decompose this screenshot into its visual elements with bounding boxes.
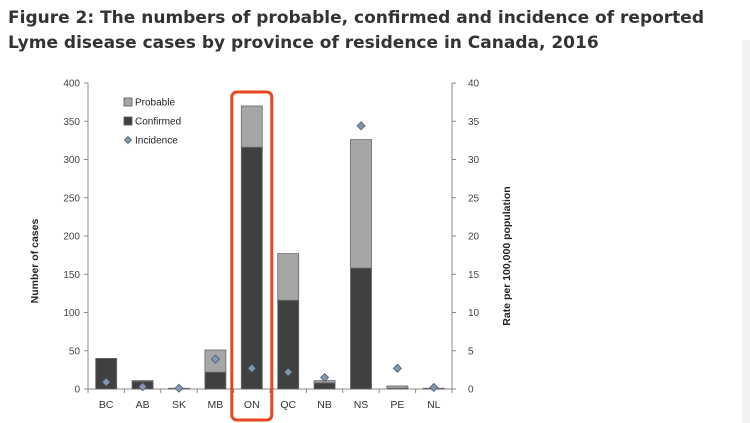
left-tick-label: 100 bbox=[63, 308, 80, 319]
category-label: QC bbox=[280, 399, 296, 411]
incidence-point-sk bbox=[174, 383, 184, 393]
bar-confirmed-mb bbox=[204, 371, 227, 390]
bar-confirmed-ns bbox=[350, 267, 372, 390]
legend-swatch-probable bbox=[123, 97, 133, 107]
incidence-point-mb bbox=[210, 354, 220, 364]
incidence-point-nb bbox=[320, 372, 330, 383]
bar-confirmed-bc bbox=[95, 357, 118, 390]
incidence-point-ab bbox=[138, 382, 148, 392]
category-label: ON bbox=[244, 399, 260, 411]
right-tick-label: 20 bbox=[468, 232, 480, 243]
incidence-point-ns bbox=[356, 121, 366, 131]
left-tick-label: 400 bbox=[63, 79, 80, 90]
highlight-rect bbox=[230, 90, 274, 422]
left-tick-label: 150 bbox=[63, 270, 80, 281]
right-tick-label: 15 bbox=[468, 270, 480, 281]
right-tick-label: 30 bbox=[468, 155, 480, 166]
page-scrollbar[interactable] bbox=[742, 40, 750, 423]
bar-probable-qc bbox=[277, 253, 300, 301]
highlight-box bbox=[230, 90, 274, 422]
chart-legend: Probable Confirmed Incidence bbox=[123, 97, 181, 147]
category-label: BC bbox=[99, 399, 114, 411]
incidence-point-bc bbox=[101, 377, 111, 387]
figure-title: Figure 2: The numbers of probable, confi… bbox=[8, 8, 705, 53]
y-axis-title: Number of cases bbox=[29, 219, 41, 304]
right-tick-label: 5 bbox=[468, 346, 474, 357]
bar-confirmed-on bbox=[240, 146, 263, 390]
category-label: PE bbox=[390, 399, 404, 411]
category-label: NB bbox=[317, 399, 332, 411]
incidence-point-on bbox=[247, 363, 257, 373]
y2-axis-title: Rate per 100,000 population bbox=[501, 186, 513, 325]
bar-probable-ab bbox=[131, 380, 154, 382]
category-label: MB bbox=[208, 399, 224, 411]
left-tick-label: 350 bbox=[63, 117, 80, 128]
left-tick-label: 200 bbox=[63, 232, 80, 243]
right-tick-label: 25 bbox=[468, 193, 480, 204]
category-label: AB bbox=[136, 399, 150, 411]
right-tick-label: 10 bbox=[468, 308, 480, 319]
left-tick-label: 50 bbox=[69, 346, 81, 357]
incidence-markers bbox=[101, 121, 439, 393]
incidence-point-qc bbox=[283, 367, 293, 377]
incidence-point-pe bbox=[392, 363, 402, 373]
right-tick-label: 35 bbox=[468, 117, 480, 128]
incidence-point-nl bbox=[429, 382, 439, 393]
right-tick-label: 0 bbox=[468, 385, 474, 396]
legend-marker-incidence bbox=[123, 135, 133, 145]
bar-confirmed-nb bbox=[313, 382, 336, 390]
category-label: SK bbox=[172, 399, 186, 411]
legend-label-incidence: Incidence bbox=[135, 136, 178, 147]
chart-bars bbox=[95, 105, 445, 390]
left-tick-label: 300 bbox=[63, 155, 80, 166]
left-tick-label: 250 bbox=[63, 193, 80, 204]
left-tick-label: 0 bbox=[74, 385, 80, 396]
legend-swatch-confirmed bbox=[123, 116, 133, 126]
bar-probable-on bbox=[240, 105, 263, 148]
bar-probable-ns bbox=[350, 139, 372, 269]
category-label: NL bbox=[427, 399, 441, 411]
bar-probable-pe bbox=[386, 385, 409, 389]
right-tick-label: 40 bbox=[468, 79, 480, 90]
legend-label-confirmed: Confirmed bbox=[135, 117, 181, 128]
chart-axes bbox=[84, 82, 456, 393]
category-label: NS bbox=[354, 399, 369, 411]
chart-labels: 0 50 100 150 200 250 300 350 400 0 5 10 15 20 25 30 35 40… bbox=[29, 79, 513, 412]
legend-label-probable: Probable bbox=[135, 98, 175, 109]
